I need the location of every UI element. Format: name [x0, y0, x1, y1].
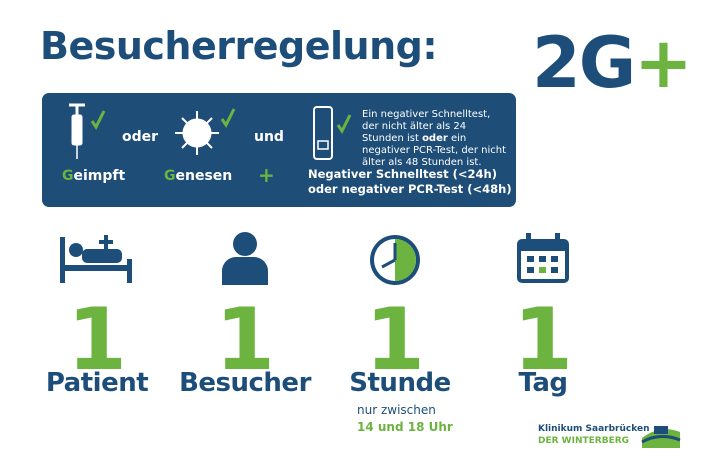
logo-mark — [641, 426, 681, 448]
count: 1 — [67, 290, 127, 390]
time-range: 14 und 18 Uhr — [357, 420, 453, 434]
option-label: Genesen — [164, 168, 233, 184]
rule-label: Patient — [45, 368, 149, 398]
syringe-icon — [71, 114, 83, 146]
calendar-icon — [517, 233, 569, 283]
test-icon — [313, 106, 333, 160]
note-emphasis: oder — [422, 133, 448, 144]
option-label: Geimpft — [62, 168, 126, 184]
panel-icons — [69, 103, 352, 160]
separator: oder — [122, 129, 159, 145]
count: 1 — [365, 290, 425, 390]
note-text: Ein negativer Schnelltest, der nicht ält… — [362, 109, 491, 144]
logo-name: Klinikum Saarbrücken — [538, 424, 650, 434]
separator: und — [254, 129, 284, 145]
count: 1 — [215, 290, 275, 390]
count: 1 — [513, 290, 573, 390]
time-note: nur zwischen — [357, 403, 436, 417]
rule-icons — [60, 232, 569, 285]
badge-plus: + — [634, 22, 693, 104]
test-line: oder negativer PCR-Test (<48h) — [308, 182, 512, 196]
badge-text: 2G — [532, 22, 636, 104]
badge: 2G+ — [532, 22, 693, 104]
test-lines: Negativer Schnelltest (<24h) oder negati… — [308, 167, 512, 197]
test-line: Negativer Schnelltest (<24h) — [308, 167, 497, 181]
rule-label: Stunde — [349, 368, 451, 398]
rule-label: Besucher — [179, 368, 311, 398]
plus: + — [258, 163, 275, 187]
logo-sub: DER WINTERBERG — [538, 436, 630, 446]
test-note: Ein negativer Schnelltest, der nicht ält… — [362, 109, 510, 169]
clock-icon — [370, 235, 420, 285]
title: Besucherregelung: — [40, 24, 438, 68]
rule-label: Tag — [518, 368, 568, 398]
visitor-icon — [222, 232, 268, 285]
note-text: ein negativer PCR-Test, der nicht älter … — [362, 133, 506, 168]
patient-icon — [60, 235, 132, 283]
rule-panel: oder und Geimpft Genesen + Ein negativer… — [42, 93, 516, 207]
logo: Klinikum Saarbrücken DER WINTERBERG — [538, 423, 650, 447]
